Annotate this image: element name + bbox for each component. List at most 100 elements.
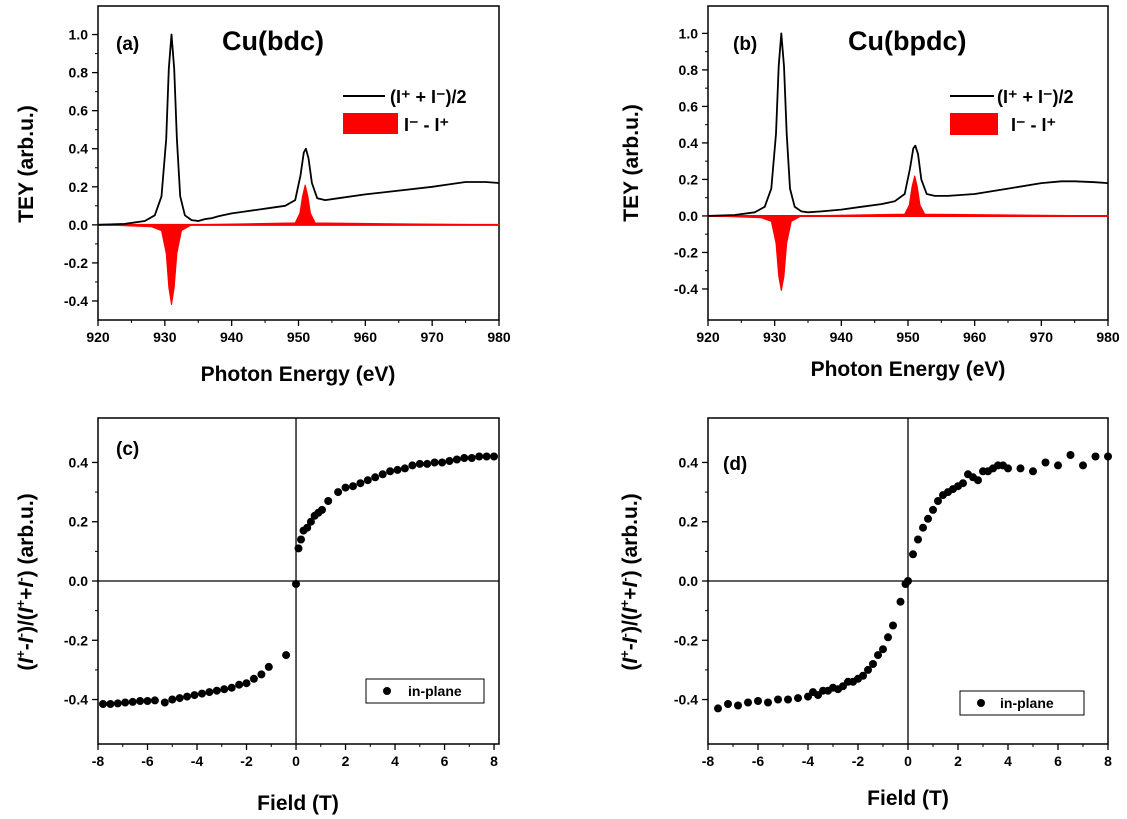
data-point <box>919 523 927 532</box>
data-point <box>242 679 251 688</box>
legend-marker-c <box>383 687 391 695</box>
y-tick-label: 0.0 <box>69 573 89 589</box>
x-tick-label: 8 <box>1104 753 1112 769</box>
y-axis-label-a: TEY (arb.u.) <box>15 105 38 222</box>
data-point <box>264 662 273 671</box>
data-point <box>349 482 357 491</box>
panel-label-c: (c) <box>116 439 139 460</box>
data-point <box>356 479 365 488</box>
data-point <box>136 697 145 705</box>
data-point <box>884 633 892 642</box>
data-point <box>724 700 732 708</box>
x-tick-label: 970 <box>420 329 444 345</box>
data-point <box>160 698 169 707</box>
data-point <box>475 452 484 461</box>
data-point <box>889 621 897 630</box>
y-tick-label: 0.2 <box>679 514 699 530</box>
data-point <box>874 651 882 660</box>
y-tick-label: -0.4 <box>64 293 88 309</box>
data-point <box>220 685 229 694</box>
data-point <box>235 680 244 689</box>
y-tick-label: 0.8 <box>679 62 699 78</box>
panel-label-d: (d) <box>723 454 747 475</box>
x-axis-label-c: Field (T) <box>257 792 339 815</box>
y-tick-label: 0.0 <box>679 573 699 589</box>
data-point <box>467 454 476 462</box>
data-point <box>303 523 312 532</box>
x-tick-label: 4 <box>1004 753 1012 769</box>
data-point <box>914 535 922 544</box>
data-point <box>879 645 887 654</box>
data-point <box>386 467 395 476</box>
y-tick-label: 0.4 <box>69 141 89 157</box>
x-tick-label: 6 <box>1054 753 1062 769</box>
data-point <box>128 697 137 706</box>
data-point <box>113 699 122 708</box>
plot-area-d <box>708 418 1112 744</box>
y-tick-label: 0.4 <box>679 454 699 470</box>
y-axis-label-d: (I+-I-)/(I++I-) (arb.u.) <box>617 493 642 670</box>
x-tick-label: -4 <box>802 753 815 769</box>
y-tick-label: 0.4 <box>69 454 89 470</box>
x-tick-label: 6 <box>441 753 449 769</box>
x-tick-label: 970 <box>1030 329 1054 345</box>
x-tick-label: 920 <box>86 329 110 345</box>
y-tick-label: -0.4 <box>674 692 698 708</box>
data-point <box>744 698 752 707</box>
data-point <box>227 683 236 692</box>
y-tick-label: 0.4 <box>679 135 699 151</box>
data-point <box>1054 461 1062 470</box>
x-tick-label: 950 <box>287 329 311 345</box>
data-point <box>408 461 417 470</box>
x-tick-label: 960 <box>963 329 987 345</box>
panel-a: 920 930 940 950 960 970 980 -0.4 -0.2 0.0 0.2 0.4 0.… <box>15 5 511 386</box>
data-point <box>896 597 905 606</box>
data-point <box>423 459 432 468</box>
data-point <box>774 695 782 704</box>
series-diff-fill <box>707 175 1109 291</box>
x-tick-label: -8 <box>702 753 715 769</box>
y-axis-label-c: (I+-I-)/(I++I-) (arb.u.) <box>13 493 38 670</box>
data-point <box>714 704 722 713</box>
data-point <box>318 505 326 514</box>
x-tick-label: 980 <box>1096 329 1120 345</box>
data-point <box>205 688 214 697</box>
chart-title-b: Cu(bpdc) <box>848 26 966 56</box>
legend-label-diff-a: I⁻ - I⁺ <box>404 115 449 135</box>
x-tick-label: 2 <box>342 753 350 769</box>
data-point <box>257 670 266 679</box>
y-tick-label: -0.2 <box>674 632 698 648</box>
data-point <box>400 464 409 473</box>
data-point <box>490 452 498 461</box>
x-tick-label: 0 <box>904 753 912 769</box>
data-point <box>460 454 469 462</box>
data-point <box>1104 452 1112 461</box>
axis-ticks-b: 920 930 940 950 960 970 980 -0.4 -0.2 0.0 0.2 0.4 0.… <box>674 25 1120 345</box>
data-point <box>183 692 192 701</box>
data-point <box>974 476 982 485</box>
axis-ticks-d: -8 -6 -4 -2 0 2 4 6 8 -0.4 -0.2 0.0 0.2 0.4 <box>674 454 1112 769</box>
data-point <box>909 550 917 559</box>
legend-label-c: in-plane <box>408 683 462 699</box>
data-point <box>438 458 447 467</box>
data-point <box>934 497 942 505</box>
y-tick-label: 0.6 <box>679 98 699 114</box>
data-point <box>168 695 177 704</box>
data-point <box>334 488 343 497</box>
data-point <box>864 665 872 674</box>
data-point <box>378 470 387 479</box>
y-axis-label-b: TEY (arb.u.) <box>620 104 643 221</box>
y-tick-label: 0.2 <box>679 171 699 187</box>
legend-swatch-diff-b <box>950 113 998 135</box>
series-sum-line <box>707 32 1109 217</box>
data-point <box>121 698 130 707</box>
data-point <box>929 505 937 514</box>
legend-label-sum-a: (I⁺ + I⁻)/2 <box>390 87 467 107</box>
plot-area-b <box>707 32 1109 291</box>
x-tick-label: 920 <box>696 329 720 345</box>
data-point <box>324 497 333 505</box>
legend-label-d: in-plane <box>1000 695 1054 711</box>
y-tick-label: 0.2 <box>69 179 89 195</box>
data-point <box>106 700 115 708</box>
